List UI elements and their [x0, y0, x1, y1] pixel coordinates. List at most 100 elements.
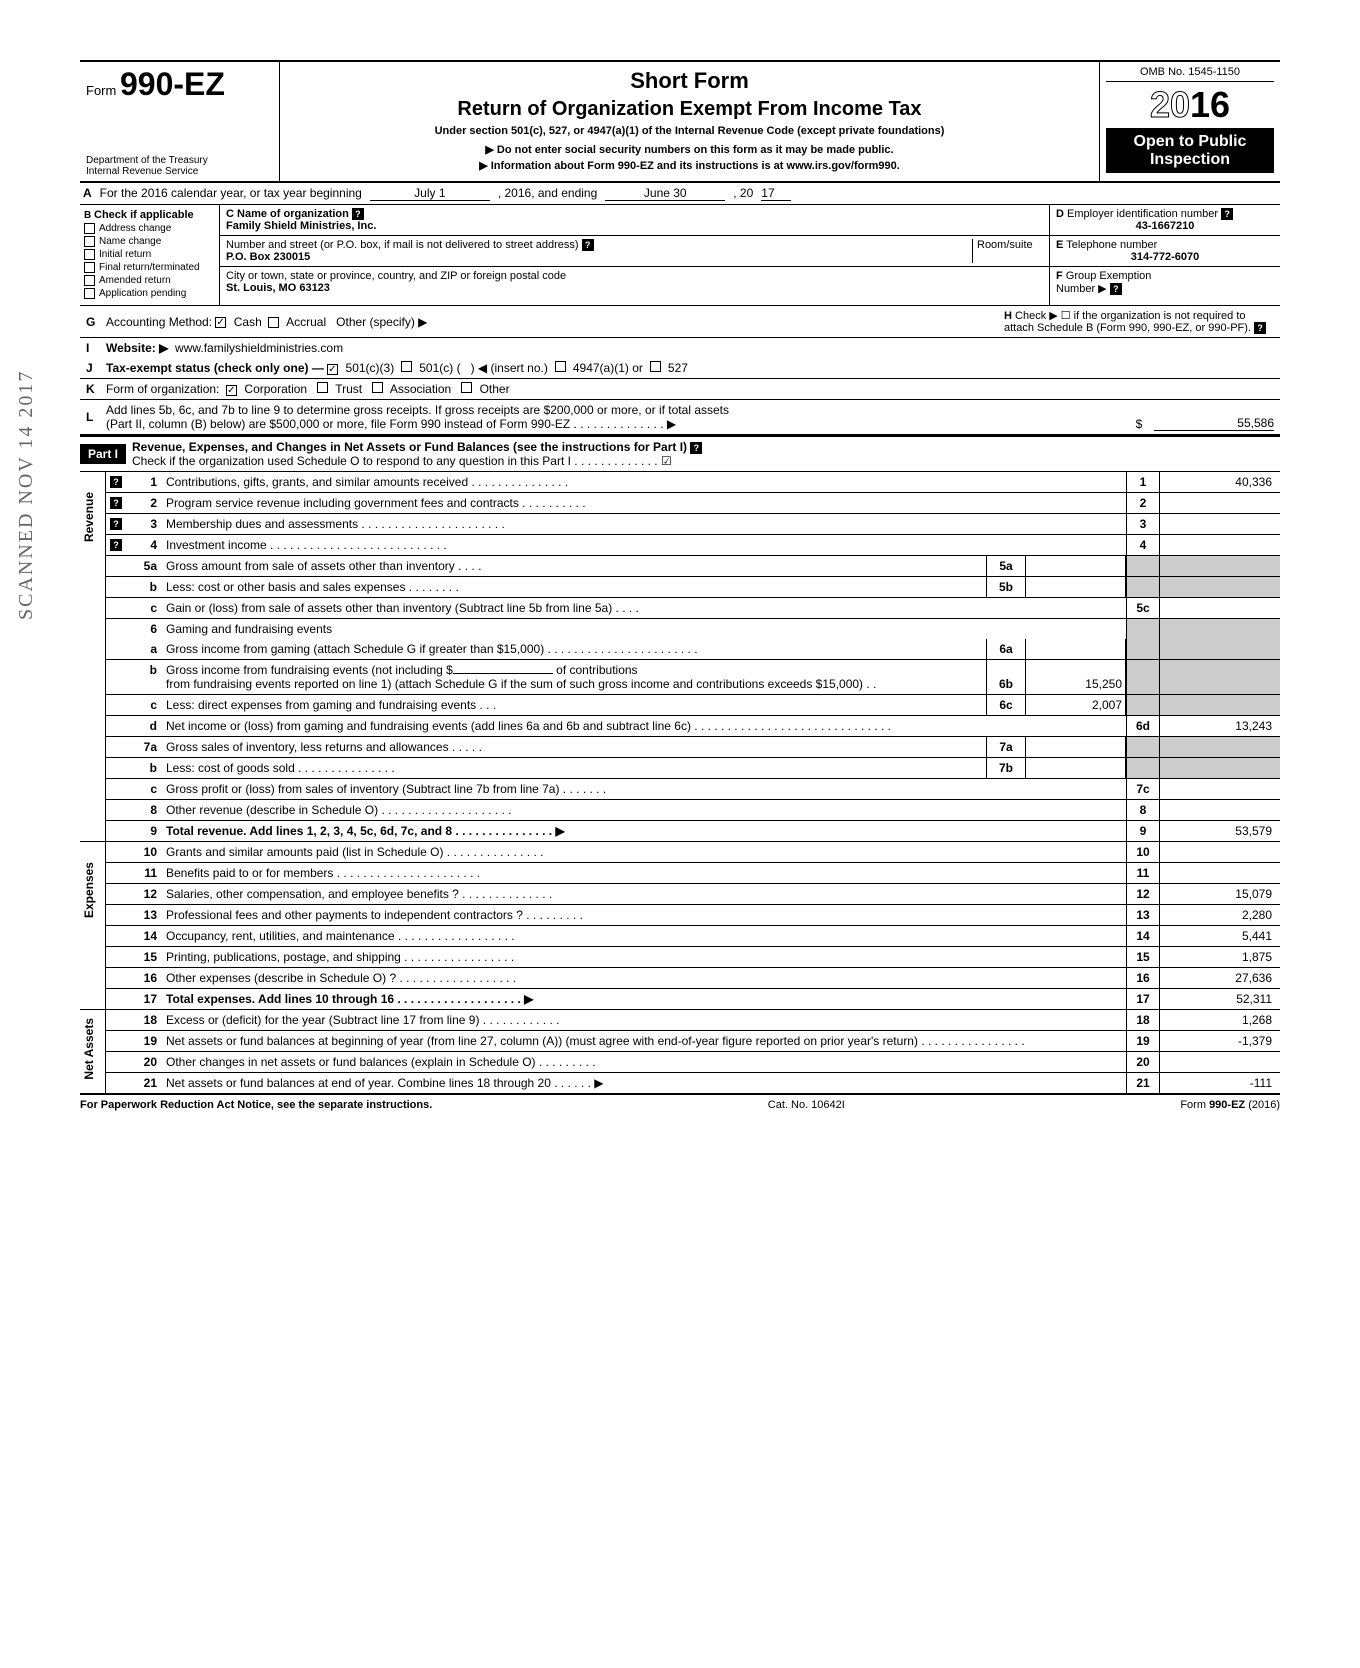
net-assets-label: Net Assets: [80, 1010, 106, 1093]
row-a: A For the 2016 calendar year, or tax yea…: [80, 183, 1280, 205]
line-5a-desc: Gross amount from sale of assets other t…: [160, 556, 986, 576]
line-5b: b Less: cost or other basis and sales ex…: [106, 577, 1280, 598]
checkbox-corporation[interactable]: [226, 385, 237, 396]
checkbox-cash[interactable]: [215, 317, 226, 328]
org-name-row: C Name of organization ? Family Shield M…: [220, 205, 1049, 236]
line-6d-num: d: [126, 716, 160, 736]
part1-label: Part I: [80, 444, 126, 464]
checkbox-527[interactable]: [650, 361, 661, 372]
checkbox-501c3[interactable]: [327, 364, 338, 375]
checkbox-name-change[interactable]: Name change: [84, 236, 215, 247]
help-icon[interactable]: ?: [352, 208, 364, 220]
line-6b-mid: 6b: [986, 660, 1026, 694]
line-1-num: 1: [126, 472, 160, 492]
line-21-desc: Net assets or fund balances at end of ye…: [160, 1073, 1126, 1093]
checkbox-application-pending[interactable]: Application pending: [84, 288, 215, 299]
line-16-val: 27,636: [1160, 968, 1280, 988]
line-10-num: 10: [126, 842, 160, 862]
footer-left: For Paperwork Reduction Act Notice, see …: [80, 1099, 432, 1111]
other-specify: Other (specify) ▶: [336, 315, 427, 329]
line-11: 11 Benefits paid to or for members . . .…: [106, 863, 1280, 884]
j-text: Tax-exempt status (check only one) —: [106, 361, 324, 375]
line-5a-num: 5a: [126, 556, 160, 576]
label-c: C: [226, 208, 234, 220]
line-11-desc: Benefits paid to or for members . . . . …: [160, 863, 1126, 883]
line-6d-desc: Net income or (loss) from gaming and fun…: [160, 716, 1126, 736]
line-7c-desc: Gross profit or (loss) from sales of inv…: [160, 779, 1126, 799]
checkbox-association[interactable]: [372, 382, 383, 393]
help-icon[interactable]: ?: [1221, 208, 1233, 220]
checkbox-amended-return[interactable]: Amended return: [84, 275, 215, 286]
revenue-label: Revenue: [80, 472, 106, 841]
line-5c-endnum: 5c: [1126, 598, 1160, 618]
checkbox-final-return[interactable]: Final return/terminated: [84, 262, 215, 273]
row-l: L Add lines 5b, 6c, and 7b to line 9 to …: [80, 400, 1280, 436]
line-17-val: 52,311: [1160, 989, 1280, 1009]
help-icon[interactable]: ?: [110, 497, 122, 509]
checkbox-address-change[interactable]: Address change: [84, 223, 215, 234]
line-7a: 7a Gross sales of inventory, less return…: [106, 737, 1280, 758]
line-6a-desc: Gross income from gaming (attach Schedul…: [160, 639, 986, 659]
help-icon[interactable]: ?: [110, 539, 122, 551]
l-text2: (Part II, column (B) below) are $500,000…: [106, 417, 1124, 431]
name-label: Name of organization: [237, 208, 349, 220]
checkbox-trust[interactable]: [317, 382, 328, 393]
line-21: 21 Net assets or fund balances at end of…: [106, 1073, 1280, 1093]
line-7c-val: [1160, 779, 1280, 799]
line-18: 18 Excess or (deficit) for the year (Sub…: [106, 1010, 1280, 1031]
net-assets-section: Net Assets 18 Excess or (deficit) for th…: [80, 1010, 1280, 1095]
line-17-endnum: 17: [1126, 989, 1160, 1009]
line-8-val: [1160, 800, 1280, 820]
line-6c-midval: 2,007: [1026, 695, 1126, 715]
city: St. Louis, MO 63123: [226, 282, 330, 294]
line-2-val: [1160, 493, 1280, 513]
checkbox-initial-return[interactable]: Initial return: [84, 249, 215, 260]
h-block: H Check ▶ ☐ if the organization is not r…: [1004, 309, 1274, 334]
checkbox-4947[interactable]: [555, 361, 566, 372]
line-6c: c Less: direct expenses from gaming and …: [106, 695, 1280, 716]
line-6a-midval: [1026, 639, 1126, 659]
checkbox-other-org[interactable]: [461, 382, 472, 393]
line-6: 6 Gaming and fundraising events: [106, 619, 1280, 639]
expenses-section: Expenses 10 Grants and similar amounts p…: [80, 842, 1280, 1010]
help-icon[interactable]: ?: [1110, 283, 1122, 295]
line-6-num: 6: [126, 619, 160, 639]
line-6c-mid: 6c: [986, 695, 1026, 715]
row-a-text2: , 2016, and ending: [498, 186, 597, 201]
line-8-desc: Other revenue (describe in Schedule O) .…: [160, 800, 1126, 820]
line-15-num: 15: [126, 947, 160, 967]
help-icon[interactable]: ?: [1254, 322, 1266, 334]
line-10-endnum: 10: [1126, 842, 1160, 862]
line-7a-desc: Gross sales of inventory, less returns a…: [160, 737, 986, 757]
help-icon[interactable]: ?: [690, 442, 702, 454]
checkbox-accrual[interactable]: [268, 317, 279, 328]
help-icon[interactable]: ?: [110, 476, 122, 488]
opt-corporation: Corporation: [244, 382, 307, 396]
line-12-endnum: 12: [1126, 884, 1160, 904]
line-2: ? 2 Program service revenue including go…: [106, 493, 1280, 514]
dept-irs: Internal Revenue Service: [86, 166, 273, 177]
tel-label: Telephone number: [1066, 239, 1157, 251]
line-17-desc: Total expenses. Add lines 10 through 16 …: [166, 992, 533, 1006]
line-8-endnum: 8: [1126, 800, 1160, 820]
help-icon[interactable]: ?: [110, 518, 122, 530]
column-b: B Check if applicable Address change Nam…: [80, 205, 220, 305]
line-6b: b Gross income from fundraising events (…: [106, 660, 1280, 695]
line-15-val: 1,875: [1160, 947, 1280, 967]
line-19-endnum: 19: [1126, 1031, 1160, 1051]
info-line: ▶ Information about Form 990-EZ and its …: [290, 159, 1089, 172]
checkbox-501c[interactable]: [401, 361, 412, 372]
l-text1: Add lines 5b, 6c, and 7b to line 9 to de…: [106, 403, 1124, 417]
line-6b-desc: Gross income from fundraising events (no…: [160, 660, 986, 694]
form-number: Form 990-EZ: [86, 66, 273, 103]
label-k: K: [86, 382, 100, 396]
subtitle: Under section 501(c), 527, or 4947(a)(1)…: [290, 125, 1089, 137]
check-if-applicable: Check if applicable: [94, 209, 194, 221]
help-icon[interactable]: ?: [582, 239, 594, 251]
line-8: 8 Other revenue (describe in Schedule O)…: [106, 800, 1280, 821]
group-exemption-row: F Group Exemption Number ▶ ?: [1050, 267, 1280, 298]
short-form-title: Short Form: [290, 68, 1089, 94]
line-20: 20 Other changes in net assets or fund b…: [106, 1052, 1280, 1073]
line-16-num: 16: [126, 968, 160, 988]
line-3: ? 3 Membership dues and assessments . . …: [106, 514, 1280, 535]
